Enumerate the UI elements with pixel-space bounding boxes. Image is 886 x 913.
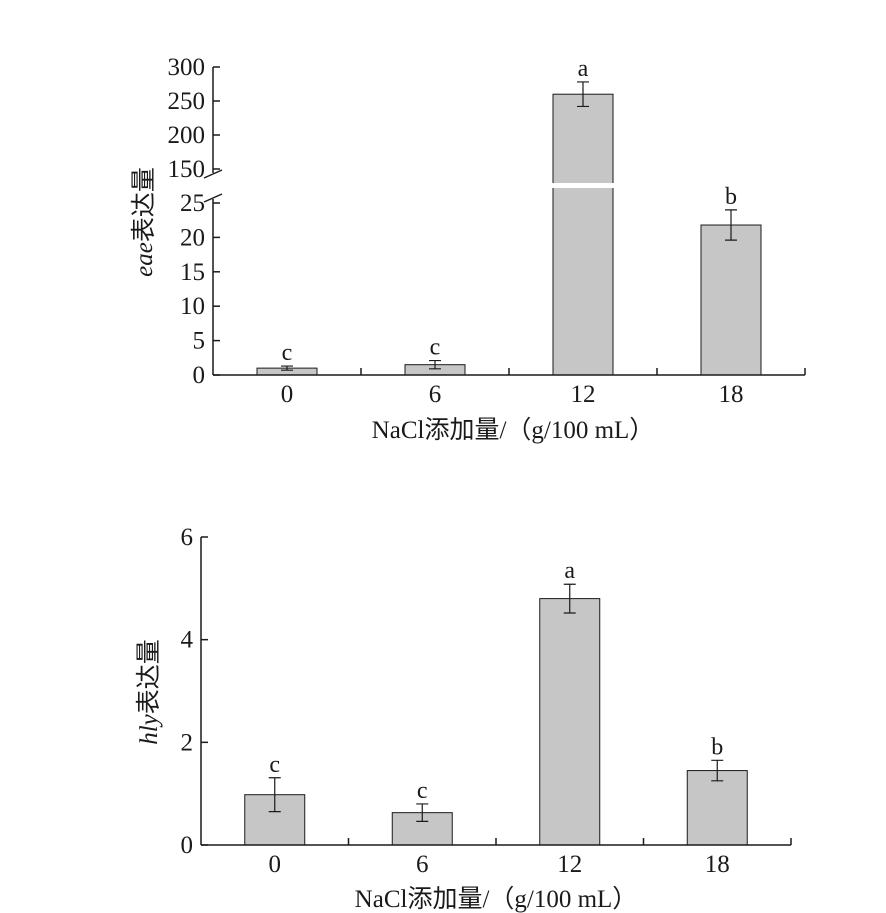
error-bar-12 xyxy=(577,81,589,108)
error-bar-12 xyxy=(563,583,576,614)
x-tick-label-18: 18 xyxy=(719,381,744,408)
significance-label-6: c xyxy=(417,778,428,804)
y-axis-gene-name: hly xyxy=(136,713,163,744)
y-axis-gene-name: eae xyxy=(131,242,158,277)
x-tick-label-0: 0 xyxy=(281,381,294,408)
bar-18 xyxy=(700,224,762,376)
bar-18 xyxy=(686,770,748,846)
x-tick-label-12: 12 xyxy=(571,381,596,408)
y-tick-label-200: 200 xyxy=(168,122,206,149)
error-bar-18 xyxy=(725,209,737,241)
axis-break-mark xyxy=(203,169,223,203)
y-axis-suffix: 表达量 xyxy=(130,167,158,242)
error-bar-0 xyxy=(281,365,293,371)
y-tick-label-10: 10 xyxy=(180,293,205,320)
bar-group xyxy=(256,93,762,376)
error-bar-group xyxy=(268,583,724,822)
error-bar-6 xyxy=(429,359,441,370)
y-axis-suffix: 表达量 xyxy=(135,639,163,714)
error-bar-6 xyxy=(416,803,429,822)
significance-label-6: c xyxy=(430,335,441,361)
x-tick-label-6: 6 xyxy=(429,381,442,408)
y-tick-label-150: 150 xyxy=(168,156,206,183)
bar-group xyxy=(244,598,748,846)
y-tick-label-4: 4 xyxy=(181,627,194,654)
bar-12 xyxy=(552,93,614,376)
y-axis: 0 5 10 15 20 25 150 200 250 300 xyxy=(168,54,223,389)
significance-label-0: c xyxy=(269,752,280,778)
y-tick-label-0: 0 xyxy=(181,832,194,859)
y-tick-label-0: 0 xyxy=(193,362,206,389)
x-axis-title: NaCl添加量/（g/100 mL） xyxy=(372,416,655,444)
error-bar-18 xyxy=(711,759,724,782)
error-bar-group xyxy=(281,81,737,371)
y-axis-title: hly表达量 xyxy=(135,639,163,745)
axis-break-gap-12 xyxy=(552,183,614,188)
y-tick-label-250: 250 xyxy=(168,88,206,115)
hly-expression-chart: c c a b 0 2 4 6 0 6 12 18 NaCl添加量/（g/100 mL） hly表… xyxy=(135,524,792,913)
y-tick-label-15: 15 xyxy=(180,259,205,286)
eae-expression-chart: c c a b 0 5 10 15 20 25 150 200 250 300 0 6 12 18 NaCl添… xyxy=(130,54,806,444)
y-tick-label-6: 6 xyxy=(181,524,194,551)
x-tick-label-18: 18 xyxy=(705,851,730,878)
x-tick-label-6: 6 xyxy=(416,851,429,878)
significance-label-12: a xyxy=(564,558,575,584)
y-tick-label-2: 2 xyxy=(181,729,194,756)
y-axis-title: eae表达量 xyxy=(130,167,158,277)
y-axis: 0 2 4 6 xyxy=(181,524,208,859)
y-tick-label-20: 20 xyxy=(180,224,205,251)
x-axis: 0 6 12 18 xyxy=(213,368,806,408)
x-axis: 0 6 12 18 xyxy=(201,838,792,878)
y-tick-label-5: 5 xyxy=(193,328,206,355)
x-axis-title: NaCl添加量/（g/100 mL） xyxy=(355,885,638,913)
significance-label-0: c xyxy=(282,340,293,366)
significance-label-group: c c a b xyxy=(269,558,723,804)
significance-label-12: a xyxy=(578,56,589,82)
error-bar-0 xyxy=(268,777,281,813)
y-tick-label-25: 25 xyxy=(180,190,205,217)
bar-12 xyxy=(539,598,601,846)
x-tick-label-0: 0 xyxy=(269,851,282,878)
significance-label-18: b xyxy=(711,734,723,760)
significance-label-18: b xyxy=(725,184,737,210)
x-tick-label-12: 12 xyxy=(557,851,582,878)
y-tick-label-300: 300 xyxy=(168,54,206,81)
significance-label-group: c c a b xyxy=(282,56,737,366)
